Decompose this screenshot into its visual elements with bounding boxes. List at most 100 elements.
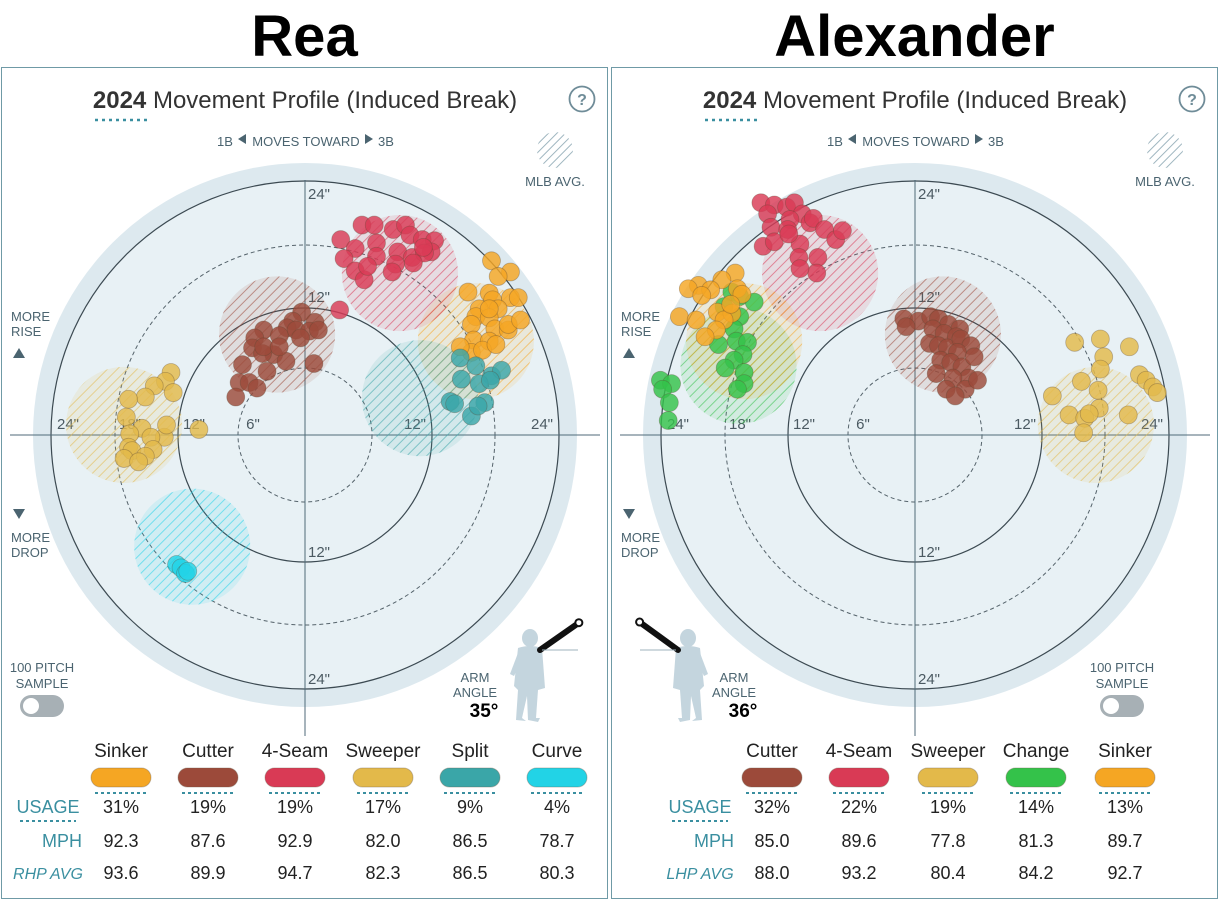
- pitch-toggle-4-seam[interactable]: [264, 767, 326, 788]
- chart-title-text: Movement Profile (Induced Break): [146, 87, 517, 114]
- arm-angle-value: 35°: [470, 701, 499, 722]
- down-arrow-icon: [13, 509, 25, 519]
- more-drop-label-1: MORE: [11, 530, 50, 545]
- pitch-dot-sinker: [508, 288, 528, 308]
- pitch-toggle-4-seam[interactable]: [828, 767, 890, 788]
- usage-cutter: 32%: [754, 797, 790, 817]
- pitch-dot-sweeper: [1120, 337, 1139, 357]
- pitch-dot-4-seam: [413, 237, 433, 257]
- pitch-toggle-curve[interactable]: [526, 767, 588, 788]
- pitch-dot-sweeper: [116, 407, 136, 427]
- pitch-dot-4-seam: [403, 253, 423, 273]
- help-button[interactable]: [1178, 85, 1206, 113]
- pitch-dot-sweeper: [1118, 405, 1138, 425]
- usage-split: 9%: [457, 797, 483, 817]
- pitch-dot-sweeper: [163, 383, 183, 402]
- mlb-avg-region-sweeper: [1037, 366, 1154, 484]
- sample-toggle-knob[interactable]: [1103, 698, 1119, 714]
- movement-chart-svg: 24"12"12"24"24"18"12"6"12"24"2024 Moveme…: [620, 85, 1210, 883]
- avg-cutter: 88.0: [754, 863, 789, 883]
- pitch-dot-change: [728, 379, 747, 399]
- chart-title-text: Movement Profile (Induced Break): [756, 87, 1127, 114]
- more-rise-label-2: RISE: [11, 324, 42, 339]
- pitch-dot-4-seam: [779, 224, 799, 244]
- usage-4-seam: 22%: [841, 797, 877, 817]
- chart-title-year: 2024: [93, 87, 147, 114]
- pitch-toggle-sinker[interactable]: [1094, 767, 1156, 788]
- usage-row-label: USAGE: [16, 797, 79, 817]
- pitch-dot-sinker: [479, 299, 499, 319]
- help-icon[interactable]: ?: [1187, 92, 1197, 109]
- pitch-dot-sweeper: [1059, 405, 1079, 425]
- usage-sweeper: 17%: [365, 797, 401, 817]
- pitch-dot-sinker: [695, 327, 715, 347]
- pitch-name-sinker: Sinker: [94, 741, 149, 762]
- mph-sweeper: 77.8: [930, 831, 965, 851]
- pitch-dot-sinker: [458, 282, 478, 302]
- pitch-dot-sweeper: [189, 420, 209, 439]
- pitch-dot-sweeper: [1088, 380, 1108, 400]
- pitch-toggle-sweeper[interactable]: [917, 767, 979, 788]
- mlb-avg-region-split: [361, 340, 479, 457]
- usage-4-seam: 19%: [277, 797, 313, 817]
- mph-row-label: MPH: [42, 831, 82, 851]
- pitch-dot-sweeper: [119, 389, 138, 409]
- sample-label-1: 100 PITCH: [1090, 660, 1154, 675]
- help-icon[interactable]: ?: [577, 92, 587, 109]
- usage-cutter: 19%: [190, 797, 226, 817]
- mph-change: 81.3: [1018, 831, 1053, 851]
- help-button[interactable]: [568, 85, 596, 113]
- moves-toward-right: 3B: [988, 134, 1004, 149]
- pitch-toggle-split[interactable]: [439, 767, 501, 788]
- tick-label-bottom-12: 12": [308, 544, 330, 561]
- pitch-dot-sweeper: [129, 452, 149, 472]
- pitch-dot-split: [480, 370, 500, 390]
- player-name-alexander: Alexander: [774, 4, 1055, 69]
- pitch-dot-4-seam: [331, 230, 351, 249]
- more-drop-label-1: MORE: [621, 530, 660, 545]
- pitch-dot-sinker: [486, 335, 506, 354]
- avg-row-label: LHP AVG: [666, 866, 733, 883]
- pitch-dot-curve: [178, 561, 198, 581]
- pitch-dot-sweeper: [1090, 329, 1110, 349]
- moves-toward-label: MOVES TOWARD: [862, 134, 969, 149]
- pitch-toggle-sweeper[interactable]: [352, 767, 414, 788]
- pitch-toggle-change[interactable]: [1005, 767, 1067, 788]
- pitcher-head: [680, 629, 696, 647]
- pitch-name-sinker: Sinker: [1098, 741, 1153, 762]
- pitch-toggle-sinker[interactable]: [90, 767, 152, 788]
- mph-row-label: MPH: [694, 831, 734, 851]
- pitch-dot-split: [450, 348, 470, 368]
- pitch-dot-split: [468, 396, 488, 416]
- tick-label-bottom-12: 12": [918, 544, 940, 561]
- avg-change: 84.2: [1018, 863, 1053, 883]
- sample-label-2: SAMPLE: [16, 676, 69, 691]
- pitch-dot-cutter: [257, 361, 277, 381]
- pitch-dot-sweeper: [1090, 359, 1110, 379]
- pitch-dot-cutter: [896, 317, 916, 337]
- pitch-dot-4-seam: [803, 208, 823, 228]
- pitch-dot-cutter: [964, 347, 984, 367]
- pitcher-glove-arm: [697, 653, 708, 676]
- pitch-toggle-cutter[interactable]: [177, 767, 239, 788]
- avg-curve: 80.3: [539, 863, 574, 883]
- mph-cutter: 87.6: [190, 831, 225, 851]
- mph-sinker: 92.3: [103, 831, 138, 851]
- tick-label-bottom-24: 24": [918, 671, 940, 688]
- arm-angle-line: [537, 621, 580, 653]
- sample-toggle-knob[interactable]: [23, 698, 39, 714]
- chart-title: 2024 Movement Profile (Induced Break): [703, 87, 1127, 114]
- pitch-dot-sweeper: [1071, 371, 1091, 391]
- avg-cutter: 89.9: [190, 863, 225, 883]
- mph-4-seam: 92.9: [277, 831, 312, 851]
- arrow-left-icon: [848, 134, 856, 144]
- avg-4-seam: 94.7: [277, 863, 312, 883]
- arm-angle-value: 36°: [729, 701, 758, 722]
- pitcher-head: [522, 629, 538, 647]
- pitch-toggle-cutter[interactable]: [741, 767, 803, 788]
- pitch-dot-sweeper: [135, 387, 155, 407]
- pitch-dot-cutter: [291, 328, 310, 348]
- mlb-avg-legend-label: MLB AVG.: [1135, 174, 1195, 189]
- pitch-dot-change: [659, 393, 679, 413]
- pitch-name-split: Split: [452, 741, 490, 762]
